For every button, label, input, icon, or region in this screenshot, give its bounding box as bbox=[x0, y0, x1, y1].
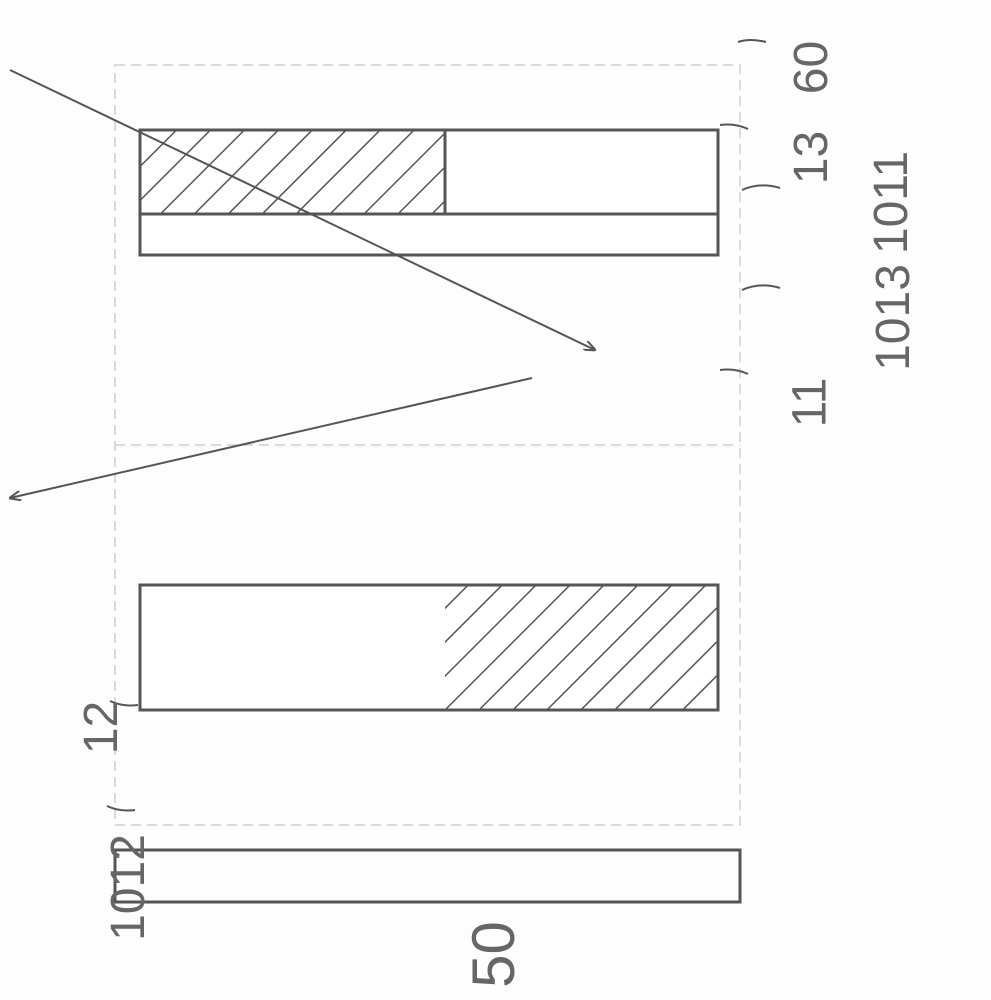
leader-l13 bbox=[720, 125, 748, 130]
label-l60: 60 bbox=[784, 41, 839, 94]
leader-l1013 bbox=[742, 285, 780, 290]
leader-l60 bbox=[738, 40, 766, 42]
label-l12: 12 bbox=[74, 701, 129, 754]
block-12-hatch bbox=[140, 130, 445, 214]
block-11-hatch bbox=[445, 585, 718, 710]
leader-l1012 bbox=[107, 806, 135, 811]
arrow-a2 bbox=[10, 378, 532, 498]
label-l1012: 1012 bbox=[101, 834, 156, 941]
label-l50: 50 bbox=[459, 921, 528, 988]
label-l1013: 1013 bbox=[866, 264, 921, 371]
block-50 bbox=[115, 850, 740, 902]
label-l11: 11 bbox=[782, 378, 837, 428]
label-l13: 13 bbox=[784, 131, 839, 184]
leader-l11 bbox=[720, 370, 748, 375]
leader-l1011 bbox=[742, 185, 780, 190]
label-l1011: 1011 bbox=[864, 151, 919, 254]
